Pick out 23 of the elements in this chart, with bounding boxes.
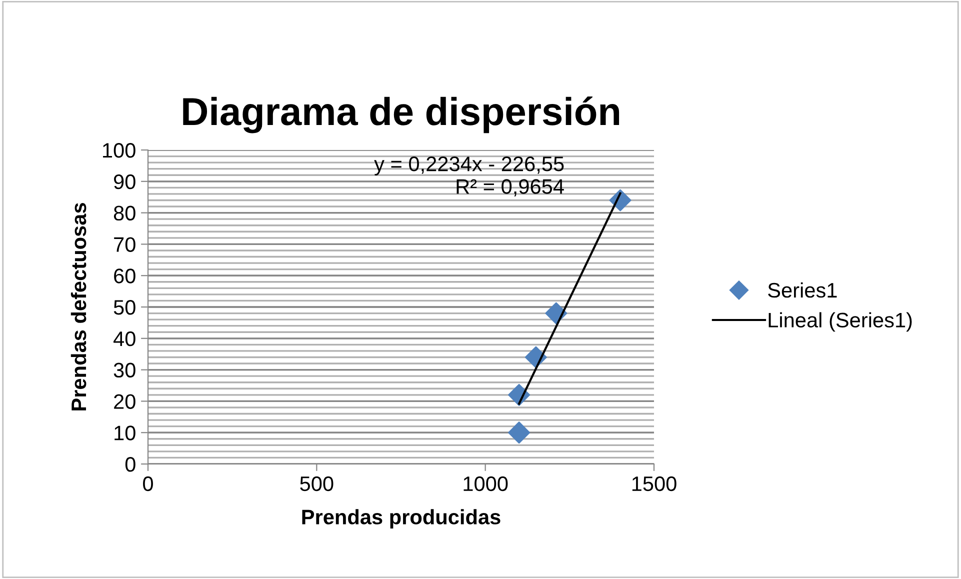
y-tick-label: 40 [114,331,136,346]
y-tick-label: 100 [103,143,136,158]
y-tick-label: 60 [114,268,136,284]
annotation: R² = 0,9654 [456,179,564,196]
y-tick-label: 90 [114,174,136,190]
y-tick-label: 20 [114,394,136,409]
y-tick-label: 50 [114,300,136,315]
x-axis-title: Prendas producidas [302,509,500,529]
x-tick-label: 1000 [464,476,508,492]
y-tick-label: 70 [114,237,136,252]
y-axis-title: Prendas defectuosas [70,203,86,410]
annotation: y = 0,2234x - 226,55 [374,156,564,176]
legend-label: Lineal (Series1) [768,312,912,332]
x-tick-label: 0 [143,476,153,492]
chart-title: Diagrama de dispersión [183,96,620,134]
y-tick-label: 80 [114,206,136,221]
y-tick-label: 10 [114,426,136,440]
point [508,422,530,444]
x-tick-label: 1500 [632,476,676,492]
y-tick-label: 30 [114,362,136,378]
y-tick-label: 0 [125,457,136,472]
legend-label: Series1 [768,282,837,298]
x-tick-label: 500 [300,476,334,492]
